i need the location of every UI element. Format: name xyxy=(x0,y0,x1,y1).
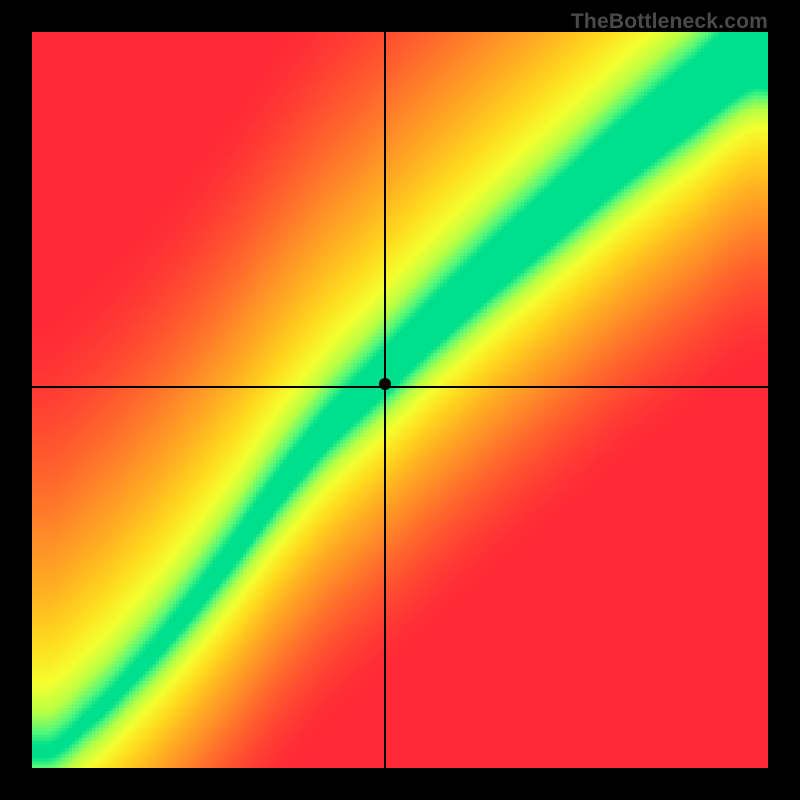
figure-root: TheBottleneck.com xyxy=(0,0,800,800)
crosshair-marker-dot xyxy=(379,378,391,390)
watermark-text: TheBottleneck.com xyxy=(571,10,768,34)
bottleneck-heatmap xyxy=(32,32,768,768)
crosshair-vertical-line xyxy=(384,32,386,768)
crosshair-horizontal-line xyxy=(32,386,768,388)
